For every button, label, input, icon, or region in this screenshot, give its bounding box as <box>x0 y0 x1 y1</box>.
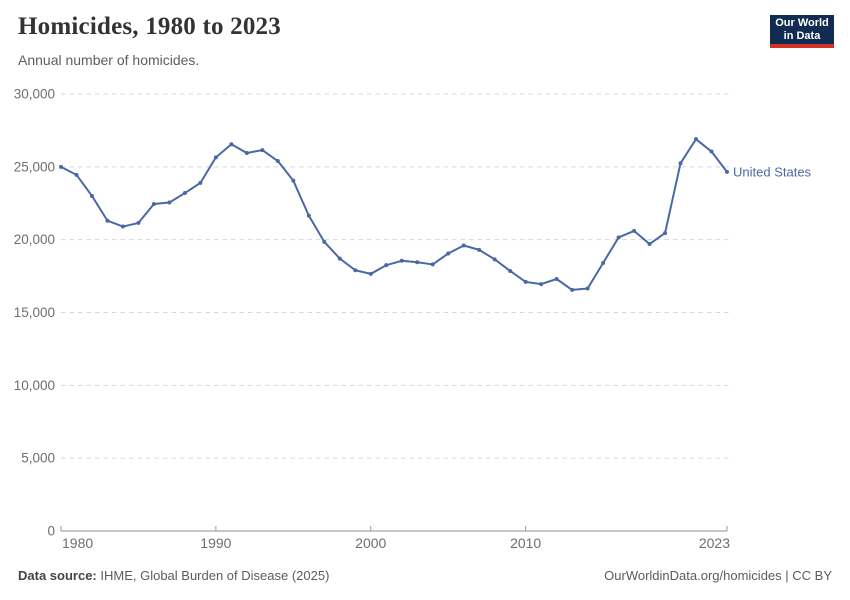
data-point[interactable] <box>275 159 280 164</box>
x-axis-tick-label: 1980 <box>62 535 93 551</box>
data-point[interactable] <box>120 224 125 229</box>
y-axis-tick-label: 25,000 <box>14 159 55 174</box>
data-point[interactable] <box>384 263 389 268</box>
data-source-text: IHME, Global Burden of Disease (2025) <box>96 568 330 583</box>
y-axis-tick-label: 15,000 <box>14 305 55 320</box>
data-point[interactable] <box>167 200 172 205</box>
data-point[interactable] <box>477 247 482 252</box>
chart-subtitle: Annual number of homicides. <box>18 52 200 68</box>
data-point[interactable] <box>105 218 110 223</box>
data-point[interactable] <box>136 220 141 225</box>
data-source-label: Data source: <box>18 568 97 583</box>
owid-logo-line1: Our World <box>775 17 829 29</box>
x-axis-tick-label: 2010 <box>510 535 541 551</box>
data-point[interactable] <box>570 287 575 292</box>
data-point[interactable] <box>446 251 451 256</box>
data-point[interactable] <box>213 155 218 160</box>
data-point[interactable] <box>368 271 373 276</box>
data-point[interactable] <box>151 201 156 206</box>
data-point[interactable] <box>585 286 590 291</box>
data-point[interactable] <box>229 142 234 147</box>
data-point[interactable] <box>616 235 621 240</box>
data-point[interactable] <box>353 268 358 273</box>
data-point[interactable] <box>461 243 466 248</box>
data-point[interactable] <box>601 260 606 265</box>
data-point[interactable] <box>89 193 94 198</box>
data-point[interactable] <box>322 239 327 244</box>
data-point[interactable] <box>554 276 559 281</box>
data-point[interactable] <box>244 150 249 155</box>
x-axis-tick-label: 2000 <box>355 535 386 551</box>
y-axis-tick-label: 5,000 <box>21 451 55 466</box>
data-point[interactable] <box>523 279 528 284</box>
data-point[interactable] <box>291 178 296 183</box>
data-point[interactable] <box>539 282 544 287</box>
x-axis-tick-label: 2023 <box>699 535 730 551</box>
data-point[interactable] <box>678 161 683 166</box>
data-point[interactable] <box>508 268 513 273</box>
data-point[interactable] <box>492 257 497 262</box>
data-source-note: Data source: IHME, Global Burden of Dise… <box>18 568 329 583</box>
data-point[interactable] <box>647 242 652 247</box>
data-point[interactable] <box>399 258 404 263</box>
data-point[interactable] <box>694 137 699 142</box>
data-point[interactable] <box>663 231 668 236</box>
series-line[interactable] <box>60 138 728 291</box>
owid-logo[interactable]: Our World in Data <box>770 15 834 48</box>
data-point[interactable] <box>709 149 714 154</box>
data-point[interactable] <box>430 262 435 267</box>
data-point[interactable] <box>59 164 63 169</box>
data-point[interactable] <box>182 191 187 196</box>
x-axis-tick-label: 1990 <box>200 535 231 551</box>
y-axis-tick-label: 30,000 <box>14 87 55 102</box>
owid-logo-line2: in Data <box>783 29 821 42</box>
data-point[interactable] <box>306 213 311 218</box>
series-entity-label[interactable]: United States <box>733 164 812 179</box>
data-point[interactable] <box>198 180 203 185</box>
page-title: Homicides, 1980 to 2023 <box>18 13 281 40</box>
data-point[interactable] <box>415 260 420 265</box>
data-point[interactable] <box>337 256 342 261</box>
credit-link[interactable]: OurWorldinData.org/homicides | CC BY <box>604 568 832 583</box>
y-axis-tick-label: 0 <box>47 524 55 539</box>
data-point[interactable] <box>725 169 729 174</box>
y-axis-tick-label: 10,000 <box>14 378 55 393</box>
data-point[interactable] <box>632 228 637 233</box>
y-axis-tick-label: 20,000 <box>14 232 55 247</box>
data-point[interactable] <box>260 148 265 153</box>
data-point[interactable] <box>74 172 79 177</box>
